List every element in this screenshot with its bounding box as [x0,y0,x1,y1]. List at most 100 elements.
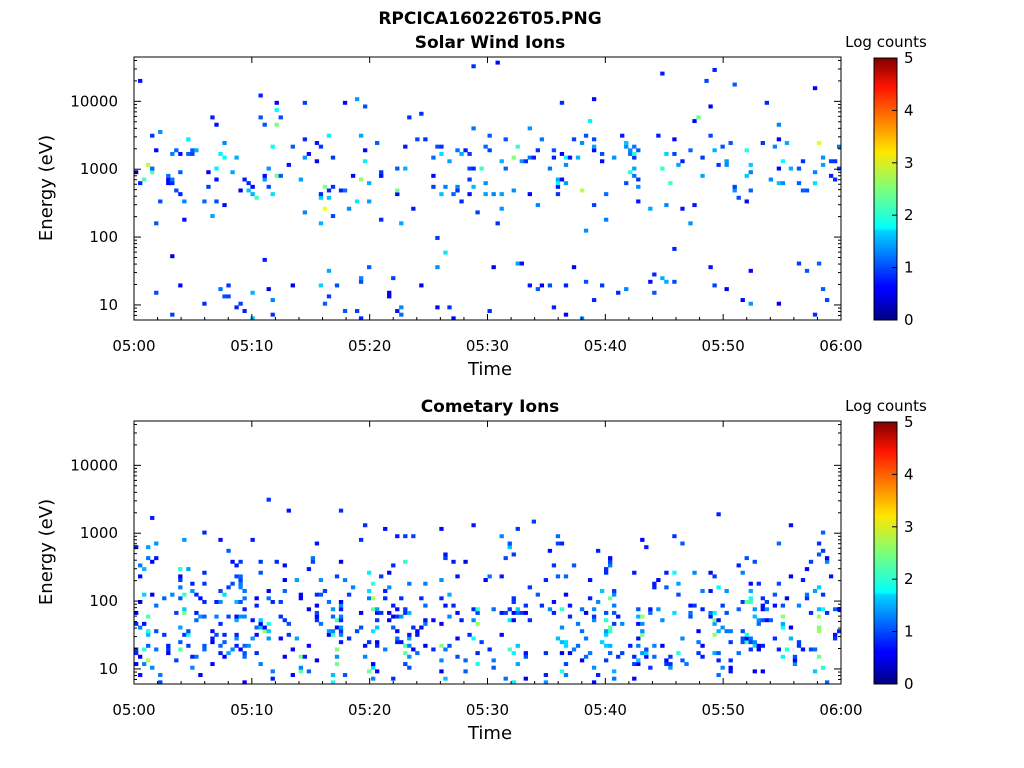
spectrogram-cell [515,662,520,667]
spectrogram-cell [431,184,436,189]
spectrogram-cell [800,188,806,193]
spectrogram-cell [258,662,263,667]
spectrogram-cell [672,151,677,156]
spectrogram-cell [354,97,360,102]
spectrogram-cell [587,578,593,583]
spectrogram-cell [302,654,308,659]
spectrogram-cell [499,192,504,197]
spectrogram-cell [326,629,332,634]
spectrogram-cell [274,173,279,178]
spectrogram-cell [712,651,717,656]
spectrogram-cell [202,614,207,619]
spectrogram-cell [358,610,364,615]
spectrogram-cell [174,148,179,153]
spectrogram-cell [688,614,693,619]
spectrogram-cell [214,166,219,171]
spectrogram-cell [696,629,701,634]
spectrogram-cell [330,214,336,219]
spectrogram-cell [720,625,725,630]
spectrogram-cell [511,651,516,656]
spectrogram-cell [740,570,745,575]
spectrogram-cell [591,680,597,685]
spectrogram-cell [162,632,167,637]
spectrogram-cell [210,640,215,645]
spectrogram-cell [563,662,569,667]
spectrogram-cell [395,309,400,313]
spectrogram-cell [254,596,259,601]
spectrogram-cell [166,173,171,178]
spectrogram-cell [234,643,239,648]
spectrogram-cell [338,629,344,634]
spectrogram-cell [238,301,243,306]
spectrogram-cell [724,159,729,164]
colorbar-tick-label: 4 [904,465,914,483]
spectrogram-cell [395,192,400,197]
spectrogram-cell [218,643,223,648]
spectrogram-cell [334,574,340,579]
spectrogram-cell [808,610,814,615]
spectrogram-cell [258,559,263,564]
spectrogram-cell [399,614,404,619]
spectrogram-cell [158,673,163,677]
spectrogram-cell [234,599,239,604]
spectrogram-cell [559,651,565,656]
spectrogram-cell [752,559,757,564]
spectrogram-cell [656,607,661,612]
spectrogram-cell [242,177,247,182]
spectrogram-cell [218,599,223,604]
spectrogram-cell [712,148,717,153]
spectrogram-cell [154,556,159,561]
spectrogram-cell [358,279,364,284]
colorbar-tick-label: 3 [904,518,914,536]
y-tick-label: 100 [89,592,118,610]
spectrogram-cell [796,261,802,266]
spectrogram-cell [608,643,613,648]
spectrogram-cell [403,534,408,539]
spectrogram-cell [555,177,561,182]
spectrogram-cell [166,181,171,186]
spectrogram-cell [338,625,344,630]
spectrogram-cell [306,607,312,612]
spectrogram-cell [270,192,275,197]
spectrogram-cell [154,629,159,634]
spectrogram-cell [342,188,348,193]
spectrogram-cell [760,643,765,648]
spectrogram-cell [632,155,637,160]
spectrogram-cell [515,526,520,531]
spectrogram-cell [334,647,340,652]
spectrogram-cell [535,592,541,597]
spectrogram-cell [748,170,753,175]
spectrogram-cell [684,662,689,667]
spectrogram-cell [515,607,520,612]
spectrogram-cell [371,607,376,612]
spectrogram-cell [391,276,396,281]
spectrogram-cell [832,636,838,641]
spectrogram-cell [366,265,372,270]
spectrogram-cell [154,541,159,546]
spectrogram-cell [346,636,352,641]
spectrogram-cell [230,559,235,564]
spectrogram-cell [443,647,448,652]
spectrogram-cell [756,581,761,586]
spectrogram-cell [338,508,344,513]
spectrogram-cell [712,67,717,72]
x-tick-label: 05:20 [348,701,391,719]
spectrogram-cell [599,640,605,645]
spectrogram-cell [716,162,721,167]
spectrogram-cell [286,162,291,167]
spectrogram-cell [632,173,637,178]
spectrogram-cell [672,570,677,575]
spectrogram-cell [134,647,139,652]
spectrogram-cell [599,589,605,593]
spectrogram-cell [628,151,633,156]
spectrogram-cell [559,100,565,105]
spectrogram-cell [784,647,790,652]
spectrogram-cell [736,195,741,200]
spectrogram-cell [334,618,340,623]
spectrogram-cell [162,596,167,601]
spectrogram-cell [202,199,207,204]
spectrogram-cell [210,115,215,120]
spectrogram-cell [716,618,721,623]
x-tick-label: 05:20 [348,337,391,355]
spectrogram-cell [238,578,243,583]
